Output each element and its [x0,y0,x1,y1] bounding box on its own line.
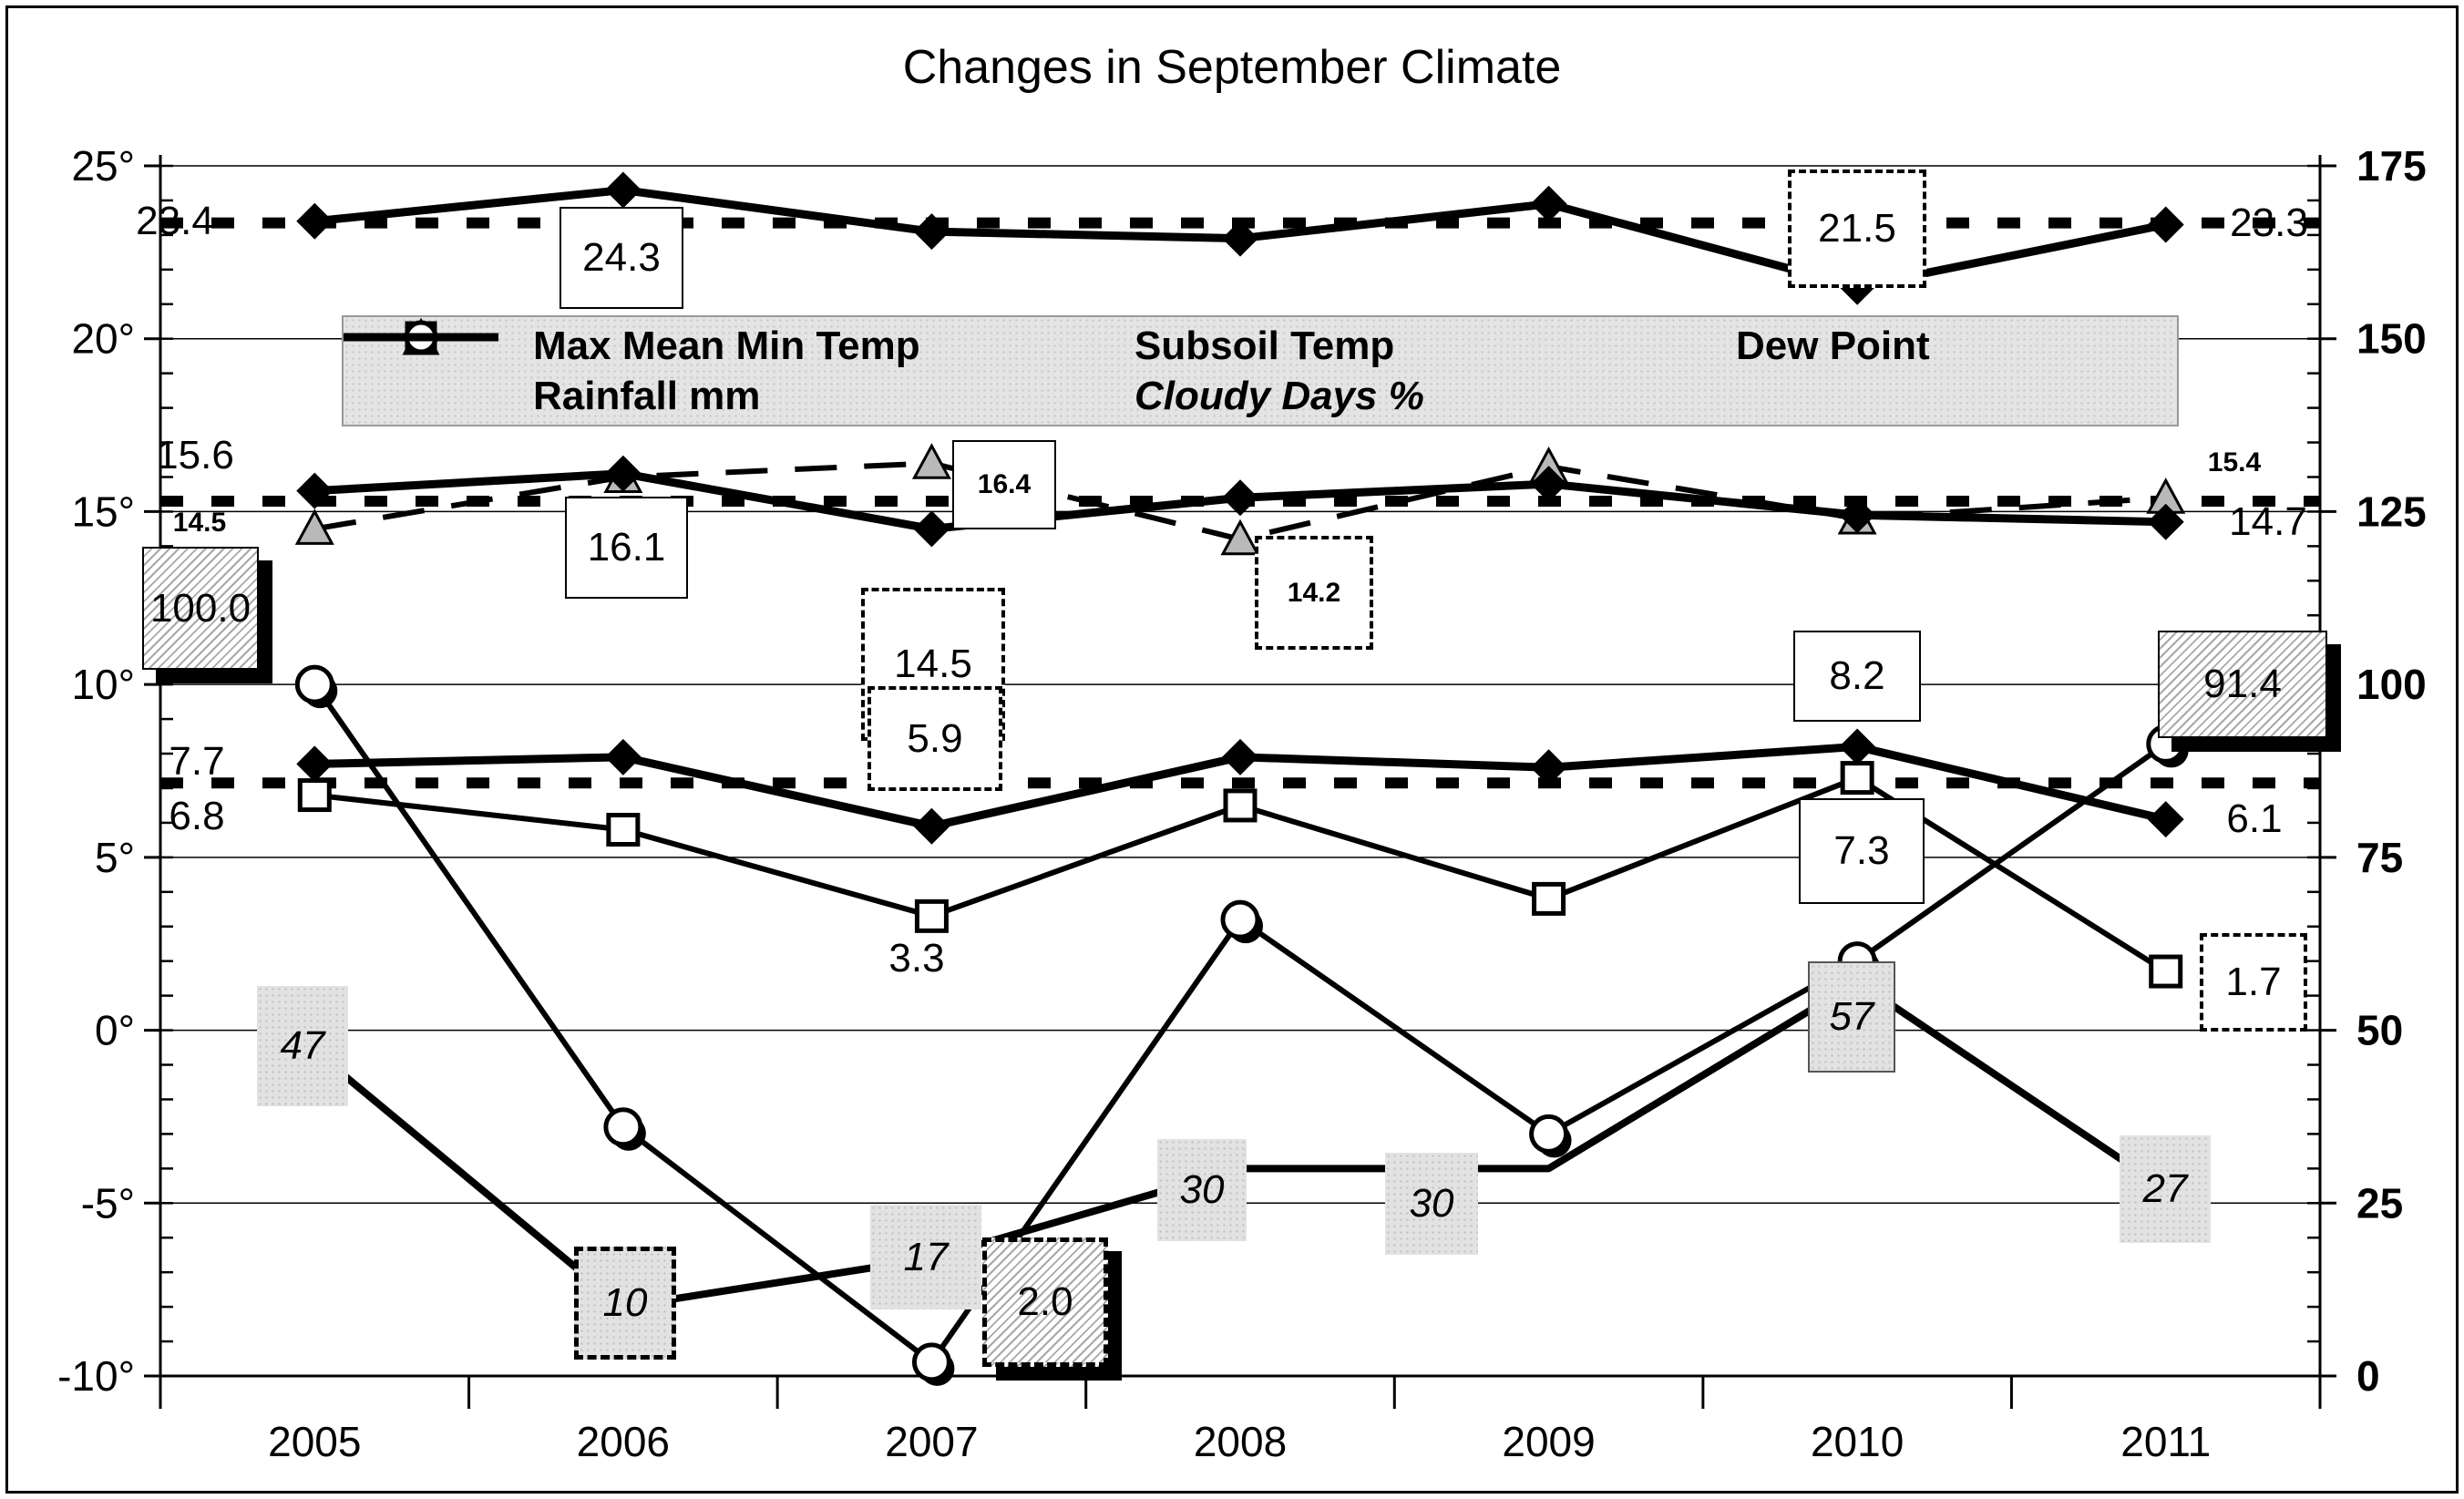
data-point-marker [914,898,949,933]
data-point-marker [1530,466,1567,503]
legend-item-rainfall: Rainfall mm [344,320,965,419]
y-axis-right-label: 50 [2356,1007,2403,1054]
circle-line-marker-icon [344,320,518,416]
data-point-marker [603,1107,643,1147]
series-max-temp [296,171,2184,305]
data-point-marker [1839,728,1876,765]
data-point-marker [297,778,332,813]
y-axis-left-label: 10° [71,661,135,708]
data-point-marker [1220,899,1260,939]
data-point-marker [2149,954,2183,989]
data-point-marker [2146,724,2186,764]
data-point-marker [296,745,334,783]
data-point-marker [1529,1114,1569,1154]
data-point-marker [1220,518,1260,556]
data-point-marker [2147,206,2184,243]
data-point-marker [1840,761,1874,796]
data-point-marker [294,508,334,545]
y-axis-left-label: 5° [95,834,135,881]
y-axis-right-label: 75 [2356,834,2403,881]
x-axis-label: 2011 [2120,1418,2211,1465]
data-point-marker [913,510,950,548]
legend-label: Cloudy Days % [1134,373,1424,418]
x-axis-label: 2009 [1502,1418,1595,1465]
data-point-marker [913,213,950,251]
data-point-marker [911,443,951,479]
data-point-marker [1532,881,1566,916]
data-point-marker [1222,220,1258,257]
y-axis-right-label: 175 [2356,142,2427,190]
data-point-marker [606,813,641,847]
data-point-marker [296,472,334,509]
data-point-marker [913,807,950,845]
triangle-dashed-line-marker-icon [344,317,1120,366]
data-point-marker [2147,801,2184,838]
y-axis-left-label: 20° [71,315,135,363]
legend: Max Mean Min Temp Subsoil Temp Dew Point… [342,315,2179,426]
data-point-marker [1530,185,1567,222]
legend-label: Dew Point [1736,323,1930,368]
legend-label: Max Mean Min Temp [533,323,920,368]
data-point-marker [604,738,642,775]
y-axis-left-label: -10° [57,1352,135,1400]
data-point-marker [911,1342,951,1382]
y-axis-right-label: 0 [2356,1352,2380,1400]
data-point-marker [604,171,642,209]
y-axis-right-label: 125 [2356,488,2427,535]
plain-line-marker-icon [344,333,1120,416]
series-mean-temp [296,455,2184,548]
series-rainfall-mm [294,664,2189,1386]
data-point-marker [604,455,642,492]
y-axis-right-label: 100 [2356,661,2427,708]
data-point-marker [1839,497,1876,534]
y-axis-right-label: 150 [2356,315,2427,363]
series-dew-point [297,761,2183,989]
x-axis-label: 2005 [268,1418,361,1465]
legend-item-subsoil-temp: Subsoil Temp [344,317,1566,369]
data-point-marker [1223,788,1258,823]
data-point-marker [2147,503,2184,540]
x-axis-label: 2010 [1811,1418,1904,1465]
data-point-marker [1222,479,1258,517]
y-axis-left-label: 25° [71,142,135,190]
x-axis-label: 2008 [1194,1418,1287,1465]
y-axis-left-label: -5° [81,1179,135,1227]
data-point-marker [294,664,334,704]
legend-label: Rainfall mm [533,373,761,418]
y-axis-left-label: 0° [95,1007,135,1054]
legend-row-1: Max Mean Min Temp Subsoil Temp Dew Point [344,317,2177,371]
data-point-marker [1837,941,1877,981]
legend-item-dew-point: Dew Point [344,321,1930,369]
data-point-marker [1222,738,1258,775]
chart-title: Changes in September Climate [902,41,1562,94]
square-line-marker-icon [344,321,1721,366]
y-axis-left-label: 15° [71,488,135,535]
legend-item-cloudy-days: Cloudy Days % [344,333,1424,419]
data-point-marker [1530,749,1567,786]
x-axis-label: 2007 [885,1418,978,1465]
legend-row-2: Rainfall mm Cloudy Days % [344,320,2177,421]
data-point-marker [1839,268,1876,305]
x-axis-label: 2006 [577,1418,670,1465]
legend-label: Subsoil Temp [1134,323,1395,368]
data-point-marker [296,202,334,240]
series-min-temp [296,728,2184,845]
y-axis-right-label: 25 [2356,1179,2403,1227]
